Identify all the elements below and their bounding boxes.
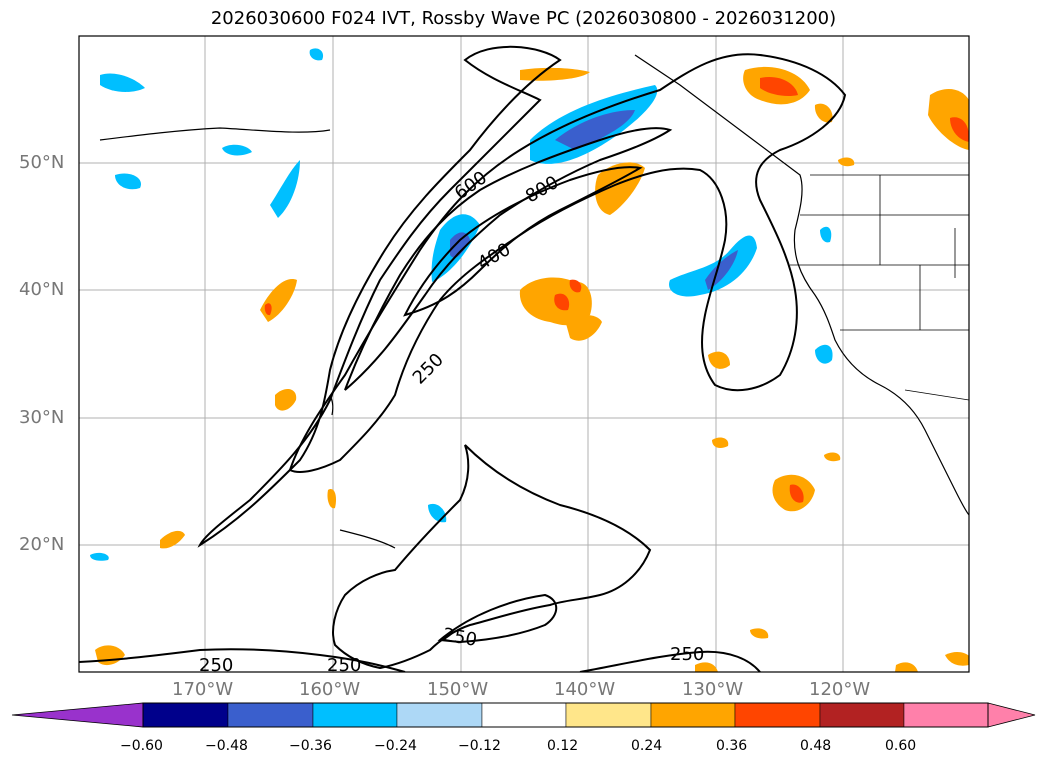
colorbar-tick-label: −0.48 bbox=[205, 738, 248, 754]
map-border bbox=[78, 35, 970, 673]
map-title: 2026030600 F024 IVT, Rossby Wave PC (202… bbox=[210, 8, 837, 29]
contour-label-250-d: 250 bbox=[199, 655, 233, 676]
lon-label-130w: 130°W bbox=[682, 679, 744, 700]
ivt-contours bbox=[79, 45, 847, 672]
lon-label-140w: 140°W bbox=[554, 679, 616, 700]
negative-anomaly-regions bbox=[90, 48, 833, 561]
colorbar-tick-label: −0.24 bbox=[374, 738, 417, 754]
lon-label-160w: 160°W bbox=[299, 679, 361, 700]
lon-label-170w: 170°W bbox=[172, 679, 234, 700]
colorbar-tick-label: −0.36 bbox=[289, 738, 332, 754]
colorbar-tick-label: 0.36 bbox=[716, 738, 748, 754]
map-frame bbox=[79, 36, 969, 672]
lat-label-50n: 50°N bbox=[19, 152, 65, 173]
colorbar-tick-label: 0.60 bbox=[885, 738, 917, 754]
coastline bbox=[99, 54, 969, 549]
lat-label-40n: 40°N bbox=[19, 279, 65, 300]
colorbar-tick-label: 0.12 bbox=[547, 738, 579, 754]
colorbar-tick-label: 0.48 bbox=[800, 738, 832, 754]
lon-label-150w: 150°W bbox=[427, 679, 489, 700]
contour-label-250-c: 250 bbox=[670, 644, 704, 665]
colorbar-tick-label: −0.60 bbox=[120, 738, 163, 754]
borders bbox=[790, 174, 969, 401]
colorbar bbox=[11, 702, 1036, 728]
colorbar-tick-label: 0.24 bbox=[631, 738, 663, 754]
lon-label-120w: 120°W bbox=[809, 679, 871, 700]
colorbar-high-extension bbox=[987, 702, 1036, 728]
lat-label-30n: 30°N bbox=[19, 407, 65, 428]
lat-label-20n: 20°N bbox=[19, 534, 65, 555]
colorbar-low-extension bbox=[11, 702, 144, 728]
contour-label-250-e: 250 bbox=[327, 655, 361, 676]
colorbar-tick-label: −0.12 bbox=[458, 738, 501, 754]
